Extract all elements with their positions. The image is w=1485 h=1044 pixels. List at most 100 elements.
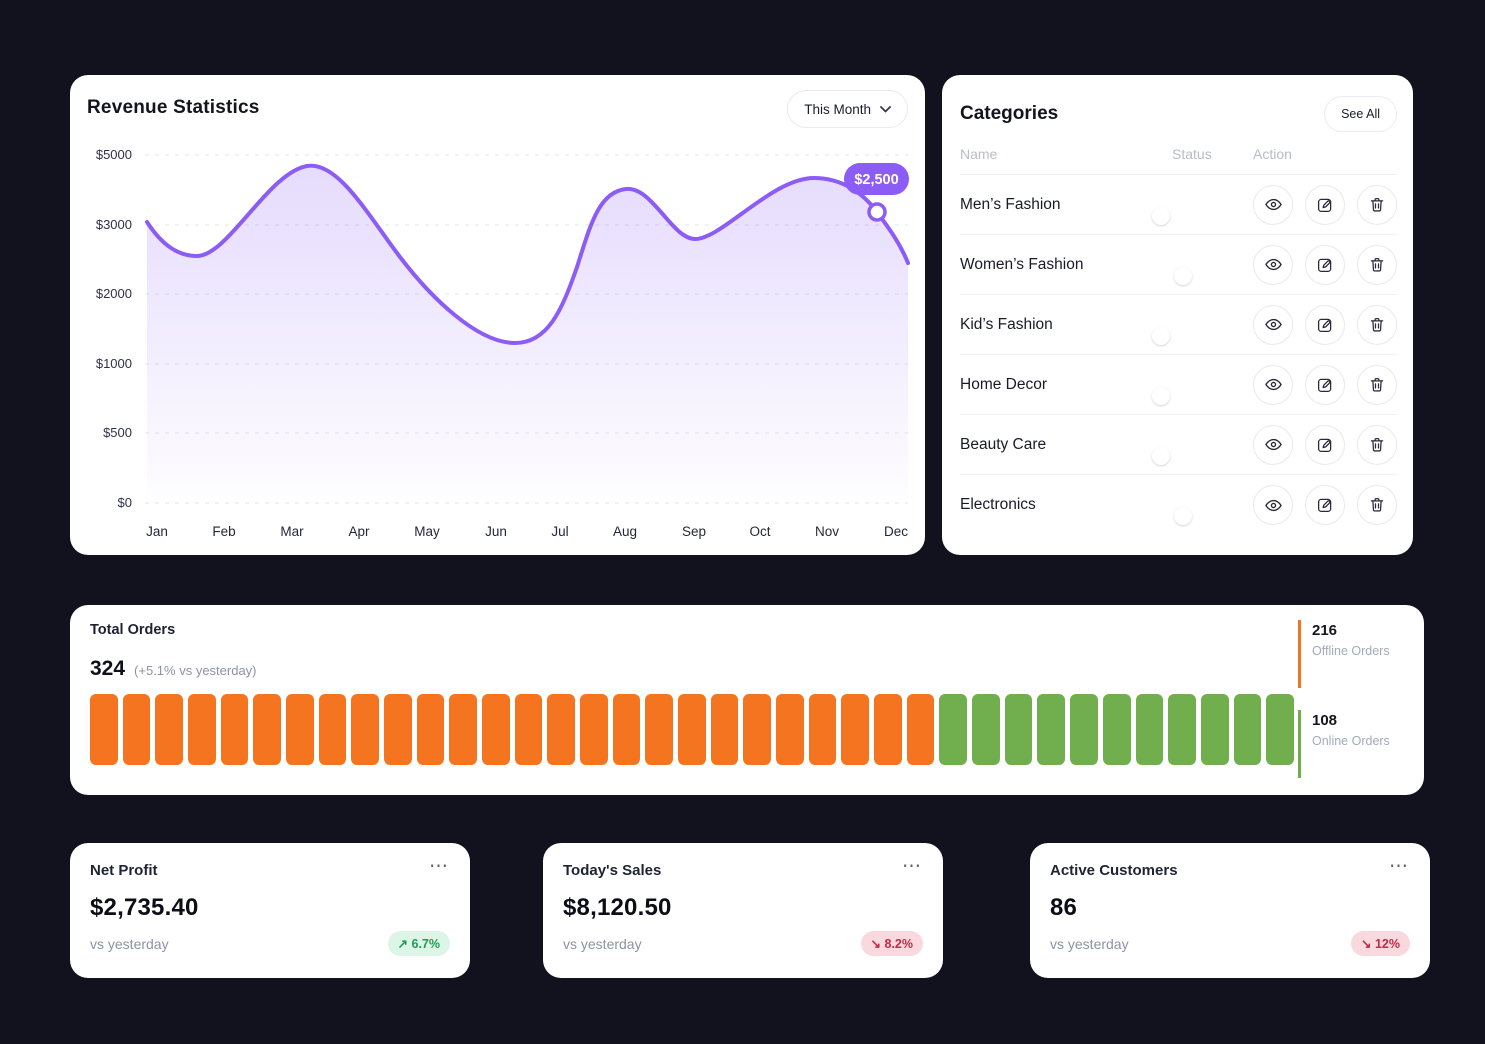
toggle-knob xyxy=(1174,266,1192,285)
edit-button[interactable] xyxy=(1305,304,1345,345)
y-tick: $5000 xyxy=(96,147,132,162)
trend-badge: ↗ 6.7% xyxy=(387,931,450,956)
edit-button[interactable] xyxy=(1305,424,1345,465)
period-filter-dropdown[interactable]: This Month xyxy=(787,90,908,128)
orders-title: Total Orders xyxy=(90,622,176,638)
x-axis-labels: Jan Feb Mar Apr May Jun Jul Aug Sep Oct … xyxy=(146,524,908,539)
view-button[interactable] xyxy=(1253,304,1293,345)
online-orders-value: 108 xyxy=(1312,712,1338,729)
order-segment-offline xyxy=(351,694,380,765)
eye-icon xyxy=(1264,438,1282,451)
edit-button[interactable] xyxy=(1305,244,1345,285)
order-segment-online xyxy=(1037,694,1066,765)
category-row: Electronics xyxy=(960,475,1397,535)
eye-icon xyxy=(1264,499,1282,511)
order-segment-online xyxy=(939,694,968,765)
eye-icon xyxy=(1264,258,1282,271)
order-segment-online xyxy=(1168,694,1196,765)
x-tick: Jan xyxy=(146,524,168,539)
trash-icon xyxy=(1370,497,1384,512)
data-point-marker[interactable] xyxy=(867,202,887,222)
stat-subtitle: vs yesterday xyxy=(563,935,642,952)
edit-icon xyxy=(1317,318,1332,332)
tooltip-value: $2,500 xyxy=(854,172,898,188)
toggle-knob xyxy=(1174,507,1192,525)
x-tick: Jul xyxy=(551,524,568,539)
more-options-icon[interactable]: ⋯ xyxy=(902,856,923,877)
view-button[interactable] xyxy=(1253,485,1293,525)
delete-button[interactable] xyxy=(1357,244,1397,285)
chart-tooltip: $2,500 xyxy=(844,163,909,195)
order-segment-offline xyxy=(678,694,706,765)
view-button[interactable] xyxy=(1253,424,1293,465)
revenue-area-chart: $5000 $3000 $2000 $1000 $500 $0 $2,500 J… xyxy=(96,147,910,539)
stat-value: $2,735.40 xyxy=(90,894,199,921)
categories-table-header: Name Status Action xyxy=(960,133,1397,175)
x-tick: Aug xyxy=(613,524,637,539)
edit-button[interactable] xyxy=(1305,485,1345,525)
toggle-knob xyxy=(1152,446,1170,465)
revenue-line xyxy=(145,163,910,346)
toggle-knob xyxy=(1152,206,1170,225)
trend-badge: ↘ 12% xyxy=(1351,931,1410,956)
stat-value: 86 xyxy=(1050,894,1078,921)
category-row: Kid’s Fashion xyxy=(960,295,1397,355)
trash-icon xyxy=(1370,257,1384,272)
categories-title: Categories xyxy=(960,103,1059,124)
y-tick: $0 xyxy=(118,495,132,510)
order-segment-offline xyxy=(874,694,902,765)
see-all-button[interactable]: See All xyxy=(1324,96,1397,132)
delete-button[interactable] xyxy=(1357,485,1397,525)
order-segment-offline xyxy=(645,694,674,765)
edit-button[interactable] xyxy=(1305,364,1345,405)
offline-orders-label: Offline Orders xyxy=(1312,644,1390,658)
revenue-statistics-card: Revenue Statistics This Month xyxy=(70,75,925,555)
order-segment-offline xyxy=(286,694,314,765)
order-segment-online xyxy=(1004,694,1033,765)
eye-icon xyxy=(1264,378,1282,391)
edit-icon xyxy=(1317,198,1332,212)
y-tick: $3000 xyxy=(96,217,132,232)
edit-button[interactable] xyxy=(1305,184,1345,225)
stat-title: Net Profit xyxy=(90,862,158,879)
revenue-title: Revenue Statistics xyxy=(87,97,260,118)
order-segment-offline xyxy=(449,694,478,765)
order-segment-offline xyxy=(416,694,445,765)
column-action: Action xyxy=(1253,145,1292,162)
x-tick: Dec xyxy=(884,524,908,539)
category-name: Home Decor xyxy=(960,375,1047,393)
delete-button[interactable] xyxy=(1357,364,1397,405)
x-tick: Apr xyxy=(348,524,370,539)
view-button[interactable] xyxy=(1253,244,1293,285)
net-profit-card: Net Profit ⋯ $2,735.40 vs yesterday ↗ 6.… xyxy=(70,843,470,978)
category-name: Women’s Fashion xyxy=(960,255,1084,273)
order-segment-online xyxy=(972,694,1000,765)
order-segment-online xyxy=(1070,694,1098,765)
trash-icon xyxy=(1370,377,1384,392)
category-row: Home Decor xyxy=(960,355,1397,415)
trash-icon xyxy=(1370,437,1384,452)
order-segment-offline xyxy=(188,694,216,765)
view-button[interactable] xyxy=(1253,364,1293,405)
more-options-icon[interactable]: ⋯ xyxy=(1389,856,1410,877)
edit-icon xyxy=(1317,498,1332,513)
edit-icon xyxy=(1317,438,1332,452)
x-tick: Mar xyxy=(280,524,304,539)
edit-icon xyxy=(1317,258,1332,272)
delete-button[interactable] xyxy=(1357,304,1397,345)
orders-bar xyxy=(90,694,1294,765)
order-segment-offline xyxy=(808,694,837,765)
category-name: Kid’s Fashion xyxy=(960,315,1053,333)
edit-icon xyxy=(1317,378,1332,392)
category-name: Electronics xyxy=(960,496,1036,513)
stat-value: $8,120.50 xyxy=(563,894,672,921)
delete-button[interactable] xyxy=(1357,424,1397,465)
view-button[interactable] xyxy=(1253,184,1293,225)
orders-total-value: 324 xyxy=(90,657,126,680)
x-tick: Sep xyxy=(682,524,706,539)
delete-button[interactable] xyxy=(1357,184,1397,225)
orders-delta: (+5.1% vs yesterday) xyxy=(134,663,257,678)
order-segment-online xyxy=(1102,694,1131,765)
more-options-icon[interactable]: ⋯ xyxy=(429,856,450,877)
